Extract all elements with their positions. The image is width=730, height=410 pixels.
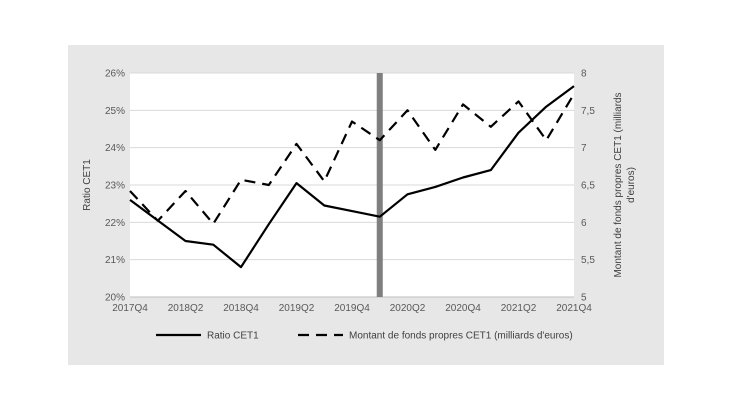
x-tick-label: 2019Q2 — [279, 303, 315, 314]
line-chart: 20% 5 21% 5,5 22% 6 23% 6,5 24% 7 25% 7,5 26% 8 2017Q4… — [82, 69, 637, 342]
y-left-tick-label: 23% — [105, 181, 125, 192]
y-left-tick-label: 22% — [105, 218, 125, 229]
y-right-tick-label: 5,5 — [581, 255, 595, 266]
series-line-ratio-cet1 — [129, 85, 575, 269]
x-tick-label: 2021Q4 — [556, 303, 592, 314]
x-tick-label: 2017Q4 — [112, 303, 148, 314]
x-tick-label: 2020Q4 — [445, 303, 481, 314]
y-left-tick-label: 20% — [105, 293, 125, 304]
x-tick-label: 2018Q4 — [223, 303, 259, 314]
y-left-axis-title: Ratio CET1 — [82, 159, 93, 211]
y-right-tick-label: 7,5 — [581, 106, 595, 117]
x-tick-label: 2021Q2 — [501, 303, 537, 314]
y-left-tick-label: 26% — [105, 69, 125, 80]
x-tick-label: 2019Q4 — [334, 303, 370, 314]
series-line-fonds-propres — [129, 93, 575, 225]
y-right-tick-label: 6 — [581, 218, 587, 229]
y-right-tick-label: 7 — [581, 143, 587, 154]
y-right-axis-title: Montant de fonds propres CET1 (milliards… — [613, 92, 637, 277]
y-left-tick-label: 25% — [105, 106, 125, 117]
vertical-marker-bar — [376, 73, 383, 297]
x-tick-label: 2018Q2 — [168, 303, 204, 314]
legend-label-fonds-propres: Montant de fonds propres CET1 (milliards… — [349, 331, 573, 342]
x-tick-label: 2020Q2 — [390, 303, 426, 314]
y-right-tick-label: 6,5 — [581, 181, 595, 192]
y-left-tick-label: 24% — [105, 143, 125, 154]
legend-label-ratio-cet1: Ratio CET1 — [207, 331, 259, 342]
y-left-tick-label: 21% — [105, 255, 125, 266]
chart-area: 20% 5 21% 5,5 22% 6 23% 6,5 24% 7 25% 7,5 26% 8 2017Q4… — [68, 45, 664, 365]
y-right-tick-label: 8 — [581, 69, 587, 80]
y-right-tick-label: 5 — [581, 293, 587, 304]
